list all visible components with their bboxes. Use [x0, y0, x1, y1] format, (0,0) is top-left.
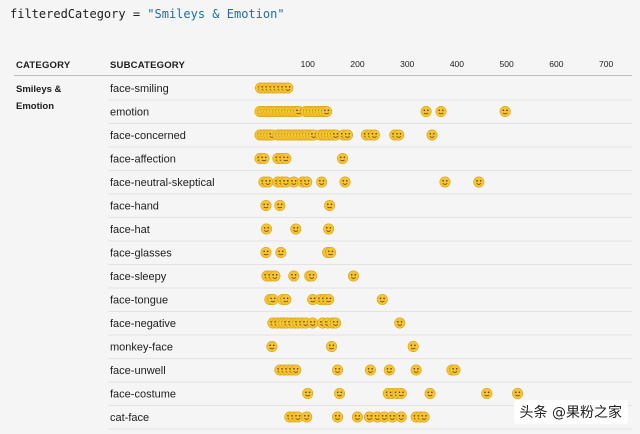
code-string-value: "Smileys & Emotion"	[147, 7, 285, 21]
subcategory-label: face-concerned	[110, 130, 186, 142]
x-tick-label: 600	[549, 59, 563, 69]
x-tick-label: 100	[301, 59, 315, 69]
emoji-point	[260, 200, 272, 212]
emoji-point	[395, 411, 407, 423]
emoji-point	[266, 340, 278, 352]
emoji-point	[481, 387, 493, 399]
subcategory-label: face-smiling	[110, 83, 169, 95]
emoji-point	[260, 247, 272, 259]
emoji-point	[326, 340, 338, 352]
emoji-point	[364, 364, 376, 376]
emoji-point	[512, 387, 524, 399]
emoji-point	[435, 106, 447, 118]
emoji-point	[258, 153, 270, 165]
emoji-point	[426, 129, 438, 141]
header-divider	[14, 75, 632, 76]
emoji-point	[410, 364, 422, 376]
emoji-point	[307, 293, 319, 305]
subcategory-label: emotion	[110, 107, 149, 119]
emoji-point	[339, 176, 351, 188]
subcategory-label: face-tongue	[110, 295, 168, 307]
emoji-point	[301, 176, 313, 188]
category-label: Smileys & Emotion	[16, 84, 62, 112]
emoji-point	[325, 247, 337, 259]
emoji-point	[306, 270, 318, 282]
emoji-point	[334, 387, 346, 399]
emoji-point	[351, 411, 363, 423]
emoji-point	[330, 317, 342, 329]
emoji-point	[262, 176, 274, 188]
subcategory-label: face-negative	[110, 318, 176, 330]
subcategory-label: face-neutral-skeptical	[110, 177, 215, 189]
x-tick-label: 200	[350, 59, 364, 69]
emoji-point	[499, 106, 511, 118]
emoji-point	[280, 153, 292, 165]
subcategory-label: face-costume	[110, 389, 176, 401]
emoji-point	[316, 176, 328, 188]
emoji-point	[280, 293, 292, 305]
emoji-point	[394, 317, 406, 329]
emoji-point	[420, 106, 432, 118]
filter-code-line: filteredCategory = "Smileys & Emotion"	[10, 7, 285, 21]
emoji-point	[290, 364, 302, 376]
subcategory-label: face-hand	[110, 201, 159, 213]
emoji-point	[269, 270, 281, 282]
emoji-point	[302, 387, 314, 399]
emoji-point	[386, 411, 398, 423]
subcategory-label: face-unwell	[110, 365, 166, 377]
x-tick-label: 700	[599, 59, 613, 69]
subcategory-label: face-hat	[110, 224, 150, 236]
subcategory-label: monkey-face	[110, 342, 173, 354]
emoji-point	[321, 106, 333, 118]
emoji-point	[418, 411, 430, 423]
emoji-point	[376, 293, 388, 305]
emoji-point	[407, 340, 419, 352]
emoji-point	[395, 387, 407, 399]
emoji-point	[439, 176, 451, 188]
emoji-point	[424, 387, 436, 399]
emoji-point	[288, 176, 300, 188]
emoji-point	[323, 223, 335, 235]
subcategory-label: cat-face	[110, 412, 149, 424]
code-variable: filteredCategory	[10, 7, 126, 21]
emoji-point	[323, 293, 335, 305]
x-tick-label: 400	[450, 59, 464, 69]
emoji-point	[267, 293, 279, 305]
emoji-point	[332, 411, 344, 423]
x-tick-label: 300	[400, 59, 414, 69]
emoji-point	[260, 223, 272, 235]
emoji-point	[337, 153, 349, 165]
subcategory-label: face-sleepy	[110, 271, 167, 283]
emoji-point	[393, 129, 405, 141]
emoji-point	[307, 317, 319, 329]
subcategory-label: face-affection	[110, 154, 176, 166]
subcategory-column-header: SUBCATEGORY	[110, 60, 186, 71]
emoji-point	[342, 129, 354, 141]
emoji-point	[301, 411, 313, 423]
subcategory-label: face-glasses	[110, 248, 172, 260]
emoji-point	[449, 364, 461, 376]
emoji-point	[282, 82, 294, 94]
emoji-point	[473, 176, 485, 188]
emoji-point	[324, 200, 336, 212]
watermark: 头条 @果粉之家	[513, 400, 628, 424]
category-column-header: CATEGORY	[16, 60, 71, 71]
emoji-point	[383, 364, 395, 376]
emoji-point	[290, 223, 302, 235]
emoji-point	[274, 200, 286, 212]
emoji-point	[347, 270, 359, 282]
code-operator: =	[125, 7, 148, 21]
x-tick-label: 500	[500, 59, 514, 69]
emoji-point	[288, 270, 300, 282]
emoji-point	[332, 364, 344, 376]
emoji-point	[368, 129, 380, 141]
emoji-point	[275, 247, 287, 259]
